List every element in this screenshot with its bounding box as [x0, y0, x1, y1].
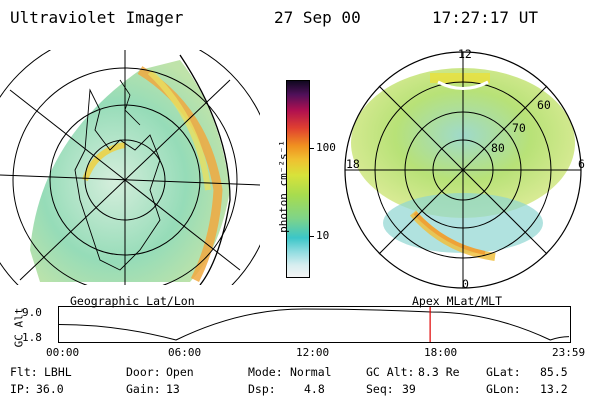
- colorbar-tick-100: 100: [316, 141, 336, 154]
- date-label: 27 Sep 00: [274, 8, 361, 27]
- polar-mlat-mlt-plot: [344, 51, 582, 289]
- left-projection-label: Geographic Lat/Lon: [70, 294, 195, 308]
- mlt-label-0: 0: [462, 277, 469, 291]
- colorbar-tick-10: 10: [316, 229, 330, 242]
- lat-label-60: 60: [537, 98, 551, 112]
- colorbar: [286, 80, 310, 278]
- glat-label: GLat:: [486, 365, 521, 379]
- altitude-ytick-top: 9.0: [22, 306, 42, 319]
- gc-alt-label: GC Alt:: [366, 365, 415, 379]
- instrument-title: Ultraviolet Imager: [10, 8, 184, 27]
- right-projection-label: Apex MLat/MLT: [412, 294, 503, 308]
- glat-value: 85.5: [540, 365, 568, 379]
- mlt-label-6: 6: [578, 157, 585, 171]
- ip-label: IP:: [10, 382, 31, 396]
- gain-label: Gain:: [126, 382, 161, 396]
- geographic-map: [0, 50, 260, 285]
- colorbar-unit-label: photon cm⁻²s⁻¹: [276, 140, 290, 233]
- x-tick-0000: 00:00: [46, 346, 80, 359]
- flt-label: Flt:: [10, 365, 38, 379]
- mode-label: Mode:: [248, 365, 283, 379]
- mlt-label-12: 12: [458, 47, 472, 61]
- x-tick-1200: 12:00: [296, 346, 330, 359]
- time-label: 17:27:17 UT: [432, 8, 538, 27]
- lat-label-70: 70: [512, 121, 526, 135]
- altitude-ytick-bottom: 1.8: [22, 331, 42, 344]
- altitude-series-line: [58, 308, 570, 341]
- mode-value: Normal: [290, 365, 332, 379]
- dsp-label: Dsp:: [248, 382, 276, 396]
- x-tick-0600: 06:00: [168, 346, 202, 359]
- gain-value: 13: [166, 382, 180, 396]
- x-tick-1800: 18:00: [424, 346, 458, 359]
- door-value: Open: [166, 365, 194, 379]
- ip-value: 36.0: [36, 382, 64, 396]
- gc-alt-value: 8.3 Re: [418, 365, 460, 379]
- mlt-label-18: 18: [346, 157, 360, 171]
- glon-value: 13.2: [540, 382, 568, 396]
- x-tick-2359: 23:59: [552, 346, 586, 359]
- altitude-plot: [58, 306, 571, 343]
- door-label: Door:: [126, 365, 161, 379]
- seq-value: 39: [402, 382, 416, 396]
- lat-label-80: 80: [491, 141, 505, 155]
- altitude-plot-frame: [58, 306, 571, 343]
- glon-label: GLon:: [486, 382, 521, 396]
- flt-value: LBHL: [44, 365, 72, 379]
- seq-label: Seq:: [366, 382, 394, 396]
- dsp-value: 4.8: [304, 382, 325, 396]
